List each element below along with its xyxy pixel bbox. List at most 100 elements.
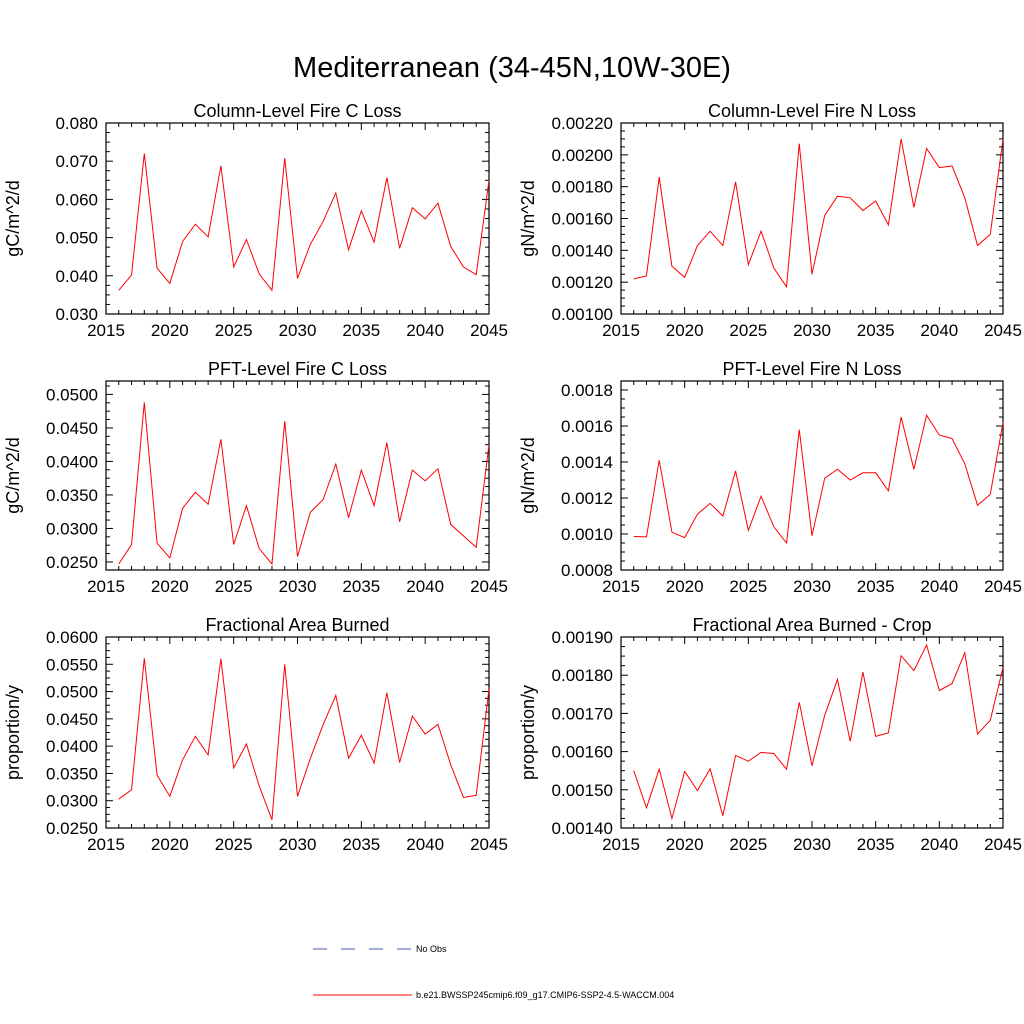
y-tick-label: 0.0450 <box>46 419 98 438</box>
x-tick-label: 2040 <box>406 577 444 596</box>
y-tick-label: 0.0600 <box>46 628 98 647</box>
y-tick-label: 0.0014 <box>561 453 613 472</box>
y-tick-label: 0.0016 <box>561 417 613 436</box>
plot-frame <box>105 122 490 315</box>
chart-panel: 2015 2020 2025 2030 2035 2040 2045 0.00140 0.001… <box>518 615 1022 854</box>
x-tick-label: 2025 <box>729 577 767 596</box>
x-tick-label: 2020 <box>666 321 704 340</box>
y-tick-label: 0.00140 <box>552 241 613 260</box>
y-tick-label: 0.030 <box>55 305 98 324</box>
chart-panel: 2015 2020 2025 2030 2035 2040 2045 0.00100 0.001… <box>518 101 1022 340</box>
y-tick-label: 0.00220 <box>552 114 613 133</box>
y-tick-label: 0.00200 <box>552 146 613 165</box>
x-tick-label: 2030 <box>279 835 317 854</box>
x-tick-label: 2045 <box>984 577 1022 596</box>
x-tick-label: 2015 <box>87 835 125 854</box>
y-tick-label: 0.00140 <box>552 819 613 838</box>
series-line <box>633 138 1004 289</box>
x-tick-label: 2025 <box>729 321 767 340</box>
x-tick-label: 2015 <box>87 577 125 596</box>
panel-title: Column-Level Fire N Loss <box>708 101 916 121</box>
x-tick-label: 2030 <box>279 321 317 340</box>
panel-title: Column-Level Fire C Loss <box>193 101 401 121</box>
y-tick-label: 0.0500 <box>46 385 98 404</box>
y-axis-label: gN/m^2/d <box>518 437 538 513</box>
chart-panels: 2015 2020 2025 2030 2035 2040 2045 0.030 0.040 0.… <box>3 101 1022 854</box>
x-tick-label: 2025 <box>215 321 253 340</box>
y-tick-label: 0.0350 <box>46 486 98 505</box>
y-tick-label: 0.0250 <box>46 819 98 838</box>
x-tick-label: 2035 <box>857 835 895 854</box>
y-tick-label: 0.0400 <box>46 452 98 471</box>
chart-panel: 2015 2020 2025 2030 2035 2040 2045 0.0008 0.0010… <box>518 359 1022 596</box>
x-tick-label: 2040 <box>920 835 958 854</box>
y-tick-label: 0.0018 <box>561 381 613 400</box>
x-tick-label: 2025 <box>729 835 767 854</box>
y-tick-label: 0.080 <box>55 114 98 133</box>
y-tick-label: 0.0008 <box>561 561 613 580</box>
y-tick-label: 0.00180 <box>552 666 613 685</box>
y-axis-label: proportion/y <box>518 685 538 780</box>
y-tick-label: 0.00150 <box>552 781 613 800</box>
y-tick-label: 0.0300 <box>46 792 98 811</box>
plot-frame <box>105 636 490 829</box>
y-tick-label: 0.0300 <box>46 519 98 538</box>
chart-panel: 2015 2020 2025 2030 2035 2040 2045 0.0250 0.0300… <box>3 615 508 854</box>
panel-title: PFT-Level Fire N Loss <box>722 359 901 379</box>
plot-frame <box>620 122 1004 315</box>
y-tick-label: 0.0010 <box>561 525 613 544</box>
x-tick-label: 2045 <box>984 321 1022 340</box>
y-tick-label: 0.0550 <box>46 655 98 674</box>
plot-frame <box>620 380 1004 571</box>
x-tick-label: 2035 <box>857 321 895 340</box>
x-tick-label: 2020 <box>666 577 704 596</box>
x-tick-label: 2020 <box>151 835 189 854</box>
y-tick-label: 0.0400 <box>46 737 98 756</box>
y-tick-label: 0.0500 <box>46 683 98 702</box>
y-tick-label: 0.0350 <box>46 764 98 783</box>
plot-frame <box>620 636 1004 829</box>
panel-title: Fractional Area Burned - Crop <box>692 615 931 635</box>
legend: No Obs b.e21.BWSSP245cmip6.f09_g17.CMIP6-… <box>313 944 674 1000</box>
y-tick-label: 0.060 <box>55 190 98 209</box>
figure-title: Mediterranean (34-45N,10W-30E) <box>293 52 731 84</box>
panel-title: Fractional Area Burned <box>205 615 389 635</box>
x-tick-label: 2015 <box>602 835 640 854</box>
y-tick-label: 0.00170 <box>552 704 613 723</box>
y-tick-label: 0.050 <box>55 229 98 248</box>
y-tick-label: 0.00160 <box>552 210 613 229</box>
legend-label-model: b.e21.BWSSP245cmip6.f09_g17.CMIP6-SSP2-4… <box>416 990 674 1000</box>
x-tick-label: 2020 <box>666 835 704 854</box>
series-line <box>633 643 1004 821</box>
series-line <box>118 153 490 292</box>
x-tick-label: 2035 <box>342 321 380 340</box>
x-tick-label: 2035 <box>342 835 380 854</box>
x-tick-label: 2025 <box>215 835 253 854</box>
y-tick-label: 0.070 <box>55 152 98 171</box>
y-tick-label: 0.00100 <box>552 305 613 324</box>
y-tick-label: 0.0450 <box>46 710 98 729</box>
legend-label-obs: No Obs <box>416 944 447 954</box>
panel-title: PFT-Level Fire C Loss <box>208 359 387 379</box>
x-tick-label: 2045 <box>470 577 508 596</box>
y-tick-label: 0.0012 <box>561 489 613 508</box>
y-axis-label: gN/m^2/d <box>518 180 538 256</box>
x-tick-label: 2045 <box>470 321 508 340</box>
series-line <box>633 413 1004 545</box>
y-tick-label: 0.0250 <box>46 553 98 572</box>
y-tick-label: 0.00180 <box>552 178 613 197</box>
x-tick-label: 2030 <box>793 321 831 340</box>
x-tick-label: 2025 <box>215 577 253 596</box>
x-tick-label: 2030 <box>793 577 831 596</box>
y-tick-label: 0.00120 <box>552 273 613 292</box>
x-tick-label: 2030 <box>793 835 831 854</box>
x-tick-label: 2015 <box>602 577 640 596</box>
series-line <box>118 402 490 566</box>
x-tick-label: 2035 <box>342 577 380 596</box>
x-tick-label: 2040 <box>406 321 444 340</box>
x-tick-label: 2040 <box>920 577 958 596</box>
x-tick-label: 2020 <box>151 321 189 340</box>
x-tick-label: 2030 <box>279 577 317 596</box>
x-tick-label: 2015 <box>87 321 125 340</box>
